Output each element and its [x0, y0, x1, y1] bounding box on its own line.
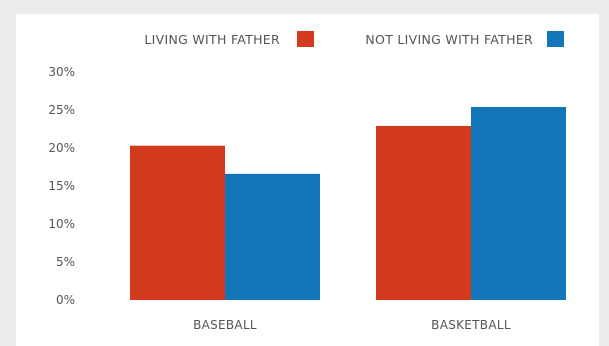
legend-label-living-with-father: LIVING WITH FATHER [144, 32, 280, 47]
chart-legend: LIVING WITH FATHER NOT LIVING WITH FATHE… [144, 31, 564, 47]
y-tick-label: 15% [48, 179, 75, 193]
bar-baseball-series-2 [225, 173, 320, 300]
bar-baseball-series-1 [130, 145, 225, 300]
bar-basketball-series-1 [376, 125, 471, 301]
x-tick-label: BASKETBALL [431, 318, 511, 332]
y-tick-label: 20% [48, 141, 75, 155]
bars [130, 106, 566, 301]
y-tick-label: 0% [56, 293, 75, 307]
x-axis: BASEBALL BASKETBALL [193, 318, 511, 332]
legend-swatch-not-living-with-father [547, 31, 564, 47]
bar-basketball-series-2 [471, 106, 566, 301]
y-axis: 0% 5% 10% 15% 20% 25% 30% [48, 65, 75, 307]
x-tick-label: BASEBALL [193, 318, 257, 332]
y-tick-label: 10% [48, 217, 75, 231]
legend-swatch-living-with-father [297, 31, 314, 47]
legend-label-not-living-with-father: NOT LIVING WITH FATHER [365, 32, 533, 47]
y-tick-label: 30% [48, 65, 75, 79]
y-tick-label: 5% [56, 255, 75, 269]
y-tick-label: 25% [48, 103, 75, 117]
